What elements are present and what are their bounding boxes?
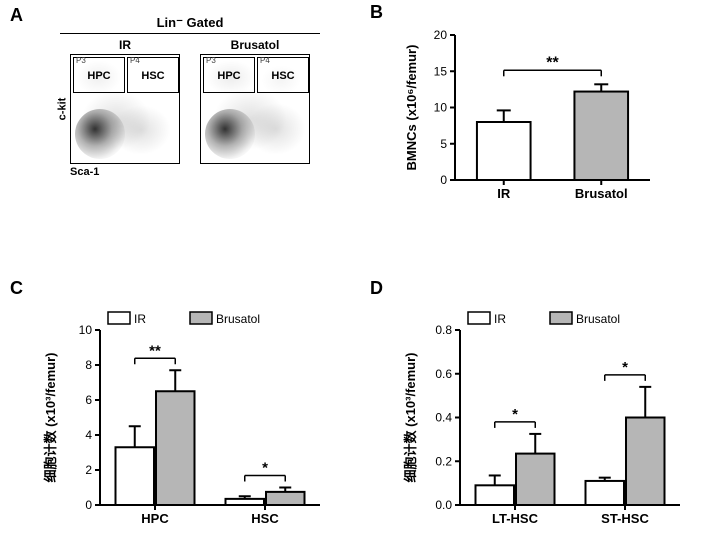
svg-text:4: 4 bbox=[85, 428, 92, 442]
svg-text:IR: IR bbox=[494, 312, 506, 326]
svg-text:LT-HSC: LT-HSC bbox=[492, 511, 539, 526]
panel-label-a: A bbox=[10, 5, 23, 26]
svg-text:**: ** bbox=[546, 54, 559, 71]
svg-text:细胞计数 (x10³/femur): 细胞计数 (x10³/femur) bbox=[43, 352, 58, 482]
svg-text:BMNCs (x10⁶/femur): BMNCs (x10⁶/femur) bbox=[404, 45, 419, 171]
svg-text:10: 10 bbox=[434, 101, 448, 115]
svg-text:IR: IR bbox=[497, 186, 511, 201]
svg-text:2: 2 bbox=[85, 463, 92, 477]
svg-text:6: 6 bbox=[85, 393, 92, 407]
gate-p4-tag-b: P4 bbox=[260, 56, 270, 65]
svg-text:HPC: HPC bbox=[141, 511, 169, 526]
sca1-axis-label: Sca-1 bbox=[70, 166, 340, 178]
panel-a: Lin⁻ Gated IR c-kit P3HPC P4HSC Brusatol… bbox=[40, 15, 340, 178]
panel-b-chart: 0 5 10 15 20 BMNCs (x10⁶/femur) IR Brusatol ** bbox=[400, 15, 660, 220]
svg-text:IR: IR bbox=[134, 312, 146, 326]
svg-text:8: 8 bbox=[85, 358, 92, 372]
svg-text:Brusatol: Brusatol bbox=[216, 312, 260, 326]
svg-text:0.8: 0.8 bbox=[435, 323, 452, 337]
svg-text:0.2: 0.2 bbox=[435, 454, 452, 468]
svg-text:Brusatol: Brusatol bbox=[575, 186, 628, 201]
svg-text:0.0: 0.0 bbox=[435, 498, 452, 512]
flow-title-ir: IR bbox=[70, 38, 180, 52]
svg-text:*: * bbox=[262, 460, 268, 477]
svg-text:10: 10 bbox=[79, 323, 93, 337]
svg-text:0.6: 0.6 bbox=[435, 367, 452, 381]
panel-a-underline bbox=[60, 33, 320, 34]
gate-p4-tag: P4 bbox=[130, 56, 140, 65]
panel-label-b: B bbox=[370, 2, 383, 23]
gate-p4-label: HSC bbox=[128, 70, 178, 82]
figure: A B C D Lin⁻ Gated IR c-kit P3HPC P4HSC … bbox=[0, 0, 704, 556]
svg-text:0.4: 0.4 bbox=[435, 411, 452, 425]
panel-c-chart: 0 2 4 6 8 10 细胞计数 (x10³/femur) IR Brusatol HPC ** H… bbox=[40, 300, 330, 545]
svg-text:5: 5 bbox=[440, 137, 447, 151]
panel-a-header: Lin⁻ Gated bbox=[40, 15, 340, 31]
flow-plot-brusatol: P3HPC P4HSC bbox=[200, 54, 310, 164]
svg-text:0: 0 bbox=[85, 498, 92, 512]
flow-plot-ir: c-kit P3HPC P4HSC bbox=[70, 54, 180, 164]
svg-text:*: * bbox=[512, 406, 518, 423]
svg-text:**: ** bbox=[149, 342, 161, 359]
panel-label-d: D bbox=[370, 278, 383, 299]
svg-text:*: * bbox=[622, 359, 628, 376]
svg-text:细胞计数 (x10³/femur): 细胞计数 (x10³/femur) bbox=[403, 352, 418, 482]
svg-text:Brusatol: Brusatol bbox=[576, 312, 620, 326]
svg-text:15: 15 bbox=[434, 64, 448, 78]
svg-text:ST-HSC: ST-HSC bbox=[601, 511, 649, 526]
svg-text:20: 20 bbox=[434, 28, 448, 42]
flow-title-brusatol: Brusatol bbox=[200, 38, 310, 52]
ckit-axis-label: c-kit bbox=[56, 98, 68, 121]
svg-text:HSC: HSC bbox=[251, 511, 279, 526]
panel-label-c: C bbox=[10, 278, 23, 299]
svg-text:0: 0 bbox=[440, 173, 447, 187]
panel-d-chart: 0.0 0.2 0.4 0.6 0.8 细胞计数 (x10³/femur) IR Brusat… bbox=[400, 300, 690, 545]
